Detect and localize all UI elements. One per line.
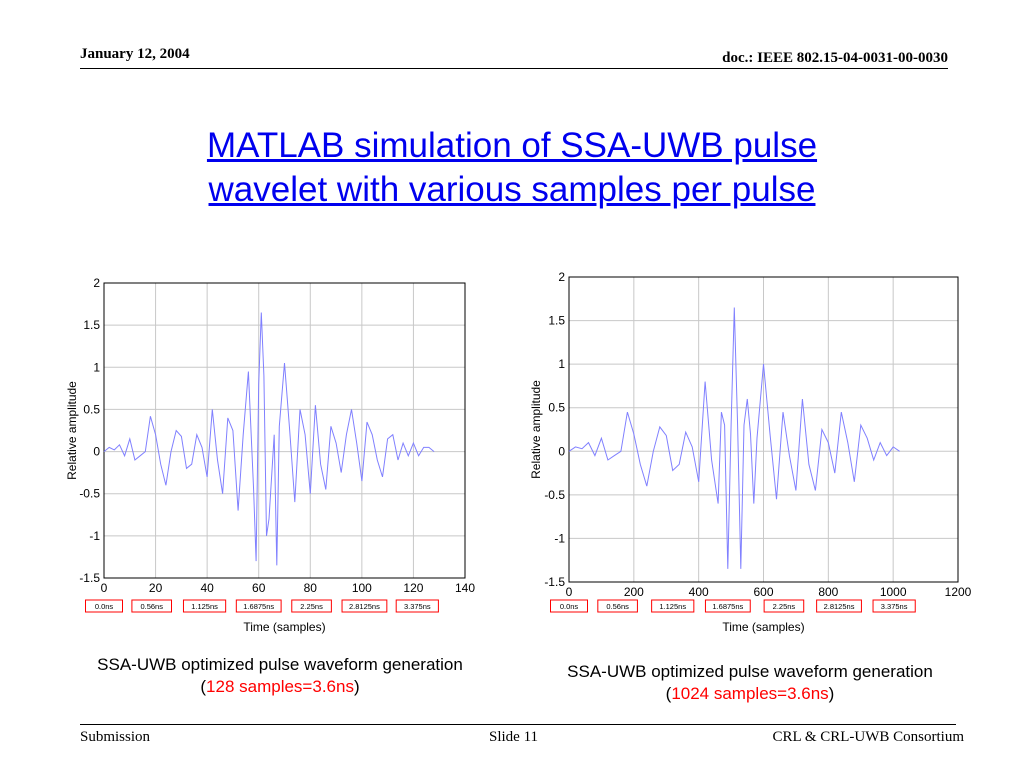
caption-right-line2: (1024 samples=3.6ns) — [510, 683, 990, 705]
y-tick-label: -0.5 — [79, 487, 100, 501]
header-rule — [80, 68, 948, 69]
y-tick-label: 0 — [93, 445, 100, 459]
series-line — [103, 312, 435, 566]
time-marker-label: 0.56ns — [606, 602, 629, 611]
time-marker-box — [651, 599, 695, 613]
time-marker-label: 3.375ns — [881, 602, 908, 611]
header-doc-id: doc.: IEEE 802.15-04-0031-00-0030 — [722, 50, 948, 66]
caption-left-open: ( — [200, 677, 207, 696]
time-marker-box — [550, 599, 588, 613]
x-tick-label: 40 — [200, 581, 214, 595]
time-marker-box — [816, 599, 862, 613]
time-marker-label: 2.8125ns — [824, 602, 855, 611]
y-tick-label: 1 — [558, 357, 565, 371]
time-marker-box — [704, 599, 751, 613]
y-tick-label: -1 — [554, 531, 565, 545]
time-marker-label: 1.125ns — [191, 602, 218, 611]
time-marker-label: 0.0ns — [560, 602, 579, 611]
x-tick-label: 120 — [403, 581, 423, 595]
time-marker-box — [597, 599, 638, 613]
x-tick-label: 140 — [455, 581, 475, 595]
y-tick-label: -1.5 — [79, 571, 100, 585]
y-axis-label: Relative amplitude — [65, 381, 79, 480]
y-tick-label: 1 — [93, 360, 100, 374]
chart-right: 0 200 400 600 800 1000 1200 -1.5 -1 -0.5 0 0.5 1 1.5 2… — [529, 270, 972, 634]
caption-right-open: ( — [665, 684, 672, 703]
time-marker-label: 2.25ns — [300, 602, 323, 611]
x-tick-label: 100 — [352, 581, 372, 595]
header-date: January 12, 2004 — [80, 46, 190, 62]
time-marker-box — [763, 599, 805, 613]
x-tick-label: 800 — [818, 585, 838, 599]
time-marker-box — [235, 599, 282, 613]
time-marker-label: 0.56ns — [140, 602, 163, 611]
footer-center: Slide 11 — [489, 729, 539, 745]
x-tick-label: 80 — [304, 581, 318, 595]
caption-left-highlight: 128 samples=3.6ns — [206, 677, 354, 696]
plot-frame — [103, 282, 466, 579]
slide-title: MATLAB simulation of SSA-UWB pulse wavel… — [0, 124, 1024, 212]
time-marker-label: 1.6875ns — [712, 602, 743, 611]
y-tick-label: 0 — [558, 444, 565, 458]
x-tick-label: 200 — [624, 585, 644, 599]
y-tick-label: 0.5 — [548, 401, 565, 415]
caption-left-line1: SSA-UWB optimized pulse waveform generat… — [97, 655, 463, 674]
chart-left: 0 20 40 60 80 100 120 140 -1.5 -1 -0.5 0 0.5 1 1.5 2 0.0… — [65, 276, 475, 634]
x-tick-label: 0 — [101, 581, 108, 595]
caption-left-line2: (128 samples=3.6ns) — [40, 676, 520, 698]
y-tick-label: 0.5 — [83, 402, 100, 416]
footer-rule — [80, 724, 956, 725]
y-tick-label: 2 — [93, 276, 100, 290]
x-tick-label: 60 — [252, 581, 266, 595]
x-axis-label: Time (samples) — [722, 620, 804, 634]
caption-right-highlight: 1024 samples=3.6ns — [671, 684, 829, 703]
time-marker-label: 3.375ns — [404, 602, 431, 611]
y-tick-label: -1.5 — [544, 575, 565, 589]
caption-right-line1: SSA-UWB optimized pulse waveform generat… — [567, 662, 933, 681]
footer-left: Submission — [80, 729, 151, 745]
x-tick-label: 600 — [753, 585, 773, 599]
y-tick-label: 1.5 — [548, 314, 565, 328]
time-marker-box — [131, 599, 173, 613]
time-marker-box — [341, 599, 388, 613]
time-marker-label: 1.6875ns — [243, 602, 274, 611]
time-marker-box — [872, 599, 916, 613]
time-marker-label: 2.25ns — [773, 602, 796, 611]
x-axis-label: Time (samples) — [243, 620, 325, 634]
caption-right-close: ) — [828, 684, 835, 703]
time-marker-label: 2.8125ns — [349, 602, 380, 611]
plot-frame — [568, 276, 959, 583]
time-marker-box — [182, 599, 227, 613]
y-tick-label: 2 — [558, 270, 565, 284]
slide-title-line2: wavelet with various samples per pulse — [208, 170, 816, 209]
x-tick-label: 1000 — [880, 585, 907, 599]
x-tick-label: 400 — [689, 585, 709, 599]
y-tick-label: -0.5 — [544, 488, 565, 502]
y-tick-label: 1.5 — [83, 318, 100, 332]
time-marker-box — [395, 599, 439, 613]
series-line — [568, 307, 900, 569]
caption-right: SSA-UWB optimized pulse waveform generat… — [510, 661, 990, 705]
time-marker-label: 1.125ns — [659, 602, 686, 611]
y-tick-label: -1 — [89, 529, 100, 543]
caption-left-close: ) — [353, 677, 360, 696]
caption-left: SSA-UWB optimized pulse waveform generat… — [40, 654, 520, 698]
x-tick-label: 20 — [149, 581, 163, 595]
x-tick-label: 0 — [566, 585, 573, 599]
slide-title-line1: MATLAB simulation of SSA-UWB pulse — [206, 126, 818, 165]
time-marker-label: 0.0ns — [95, 602, 114, 611]
y-axis-label: Relative amplitude — [529, 380, 543, 479]
time-marker-box — [291, 599, 332, 613]
time-marker-box — [85, 599, 123, 613]
x-tick-label: 1200 — [945, 585, 972, 599]
footer-right: CRL & CRL-UWB Consortium — [772, 729, 964, 745]
